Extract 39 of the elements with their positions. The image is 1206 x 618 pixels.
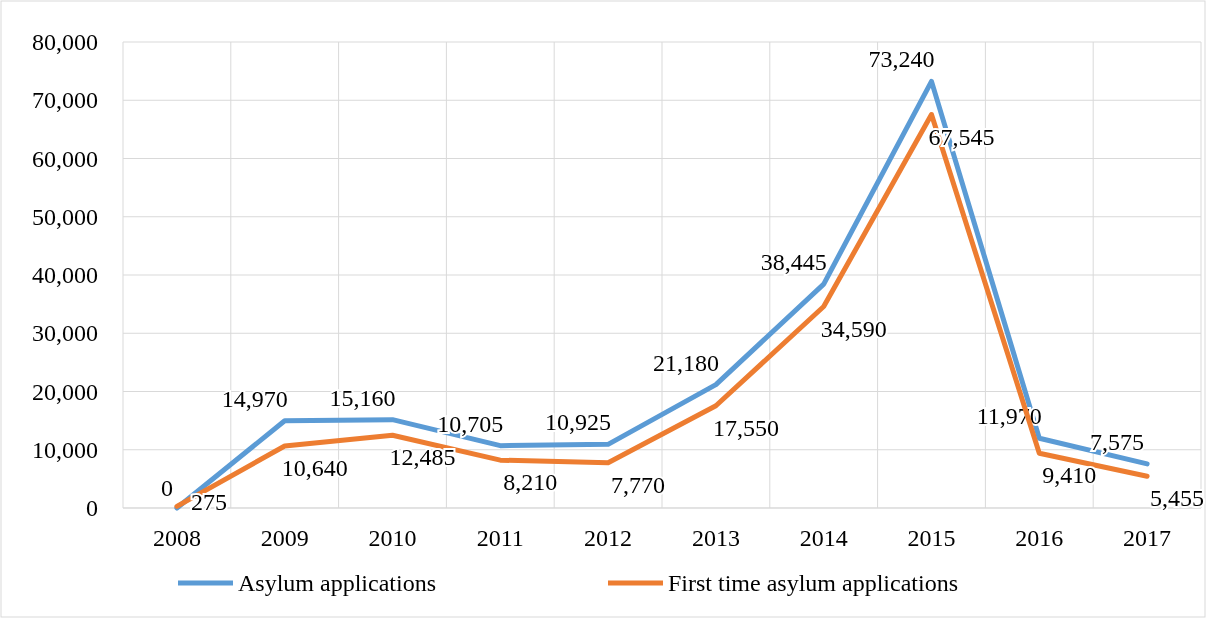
data-label: 5,455	[1150, 485, 1205, 512]
y-tick-label: 10,000	[32, 436, 98, 463]
data-label: 15,160	[329, 384, 396, 411]
data-label: 14,970	[221, 385, 288, 412]
data-label: 38,445	[760, 249, 827, 276]
data-label: 7,575	[1090, 428, 1145, 455]
data-label: 10,640	[281, 455, 348, 482]
data-label: 17,550	[712, 414, 779, 441]
data-label: 34,590	[820, 315, 887, 342]
legend-label: First time asylum applications	[668, 570, 958, 596]
y-tick-label: 30,000	[32, 320, 98, 347]
data-label: 8,210	[503, 469, 558, 496]
y-tick-label: 40,000	[32, 262, 98, 288]
x-tick-label: 2011	[476, 525, 524, 551]
legend-label: Asylum applications	[238, 570, 436, 596]
x-tick-label: 2015	[907, 525, 956, 551]
y-tick-label: 50,000	[32, 203, 98, 230]
x-tick-label: 2012	[584, 525, 633, 551]
y-tick-label: 0	[86, 495, 98, 521]
data-label: 275	[190, 489, 227, 515]
data-label: 0	[160, 475, 173, 501]
data-label: 9,410	[1042, 462, 1097, 489]
x-tick-label: 2014	[799, 525, 848, 551]
data-label: 12,485	[389, 444, 456, 471]
y-tick-label: 70,000	[32, 87, 98, 114]
data-label: 7,770	[611, 471, 666, 498]
data-label: 10,705	[437, 410, 504, 437]
data-label: 73,240	[868, 46, 935, 73]
x-tick-label: 2016	[1015, 525, 1064, 551]
data-label: 10,925	[545, 409, 612, 436]
y-tick-label: 80,000	[32, 29, 98, 55]
y-tick-label: 60,000	[32, 145, 98, 172]
x-tick-label: 2008	[152, 525, 201, 551]
data-label: 21,180	[652, 349, 719, 376]
x-tick-label: 2017	[1123, 525, 1172, 551]
x-tick-label: 2013	[691, 525, 740, 551]
y-tick-label: 20,000	[32, 378, 98, 405]
x-tick-label: 2009	[260, 525, 309, 551]
x-tick-label: 2010	[368, 525, 417, 551]
